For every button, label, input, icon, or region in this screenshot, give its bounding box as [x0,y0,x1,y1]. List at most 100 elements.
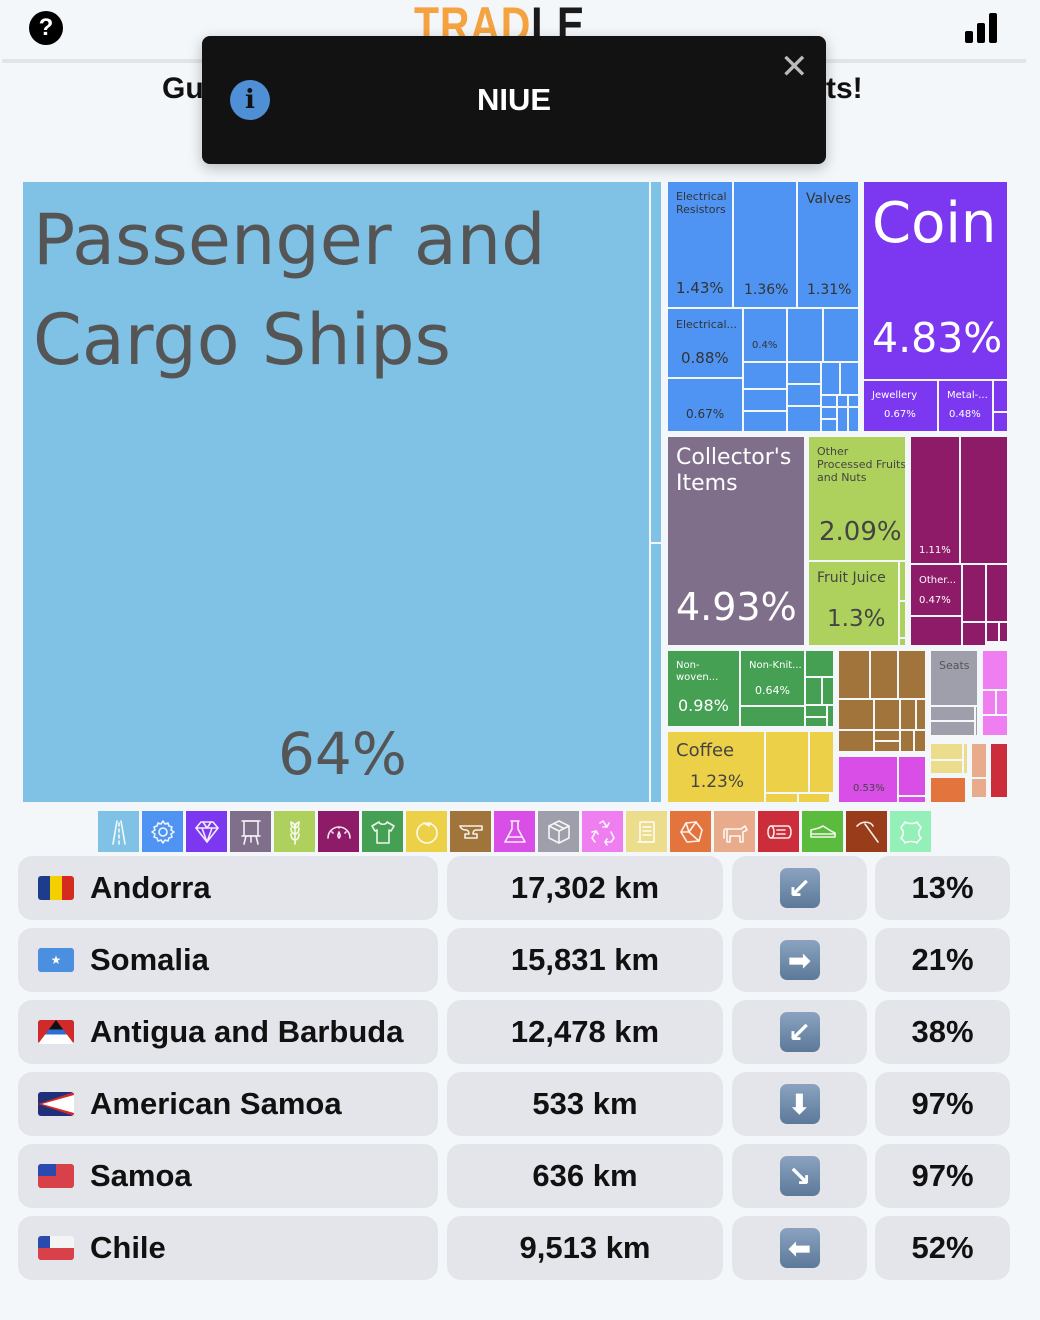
tile-machine[interactable] [837,395,848,407]
tile-metal-product[interactable] [838,699,874,730]
tile-instrument[interactable] [962,622,986,646]
tile-machine[interactable] [787,308,823,362]
tile-plastic[interactable] [996,690,1008,715]
tile-machine[interactable] [787,384,821,406]
legend-hides[interactable] [890,811,931,852]
tile-precious[interactable] [993,380,1008,412]
legend-animal[interactable] [714,811,755,852]
tile-machine[interactable] [821,362,840,395]
tile-instrument[interactable] [910,616,962,646]
legend-foodstuffs[interactable] [406,811,447,852]
tile-machine[interactable] [837,407,848,432]
tile-textile[interactable] [822,677,834,705]
tile-non-knit[interactable]: Non-Knit... 0.64% [740,650,805,706]
tile-machine[interactable] [787,362,821,384]
tile-metal-product[interactable] [870,650,898,699]
tile-textile[interactable] [827,705,834,727]
tile-machine[interactable] [821,395,837,407]
tile-metal-product[interactable] [916,699,926,730]
tile-valves[interactable]: Valves 1.31% [797,181,859,308]
tile-transport-small[interactable] [650,543,662,803]
tile-machine[interactable]: 0.67% [667,378,743,432]
tile-paper[interactable] [930,743,963,760]
legend-instruments[interactable] [318,811,359,852]
tile-textile[interactable] [805,677,822,705]
tile-vegetable[interactable] [899,561,906,601]
tile-metal-product[interactable] [914,730,926,752]
legend-footwear[interactable] [802,811,843,852]
tile-machine[interactable] [821,407,837,419]
tile-chemical[interactable]: 0.53% [838,756,898,803]
tile-foodstuff[interactable] [765,731,809,793]
legend-precious[interactable] [186,811,227,852]
tile-other-processed-fruits[interactable]: Other Processed Fruits and Nuts 2.09% [808,436,906,561]
legend-vegetable[interactable] [274,811,315,852]
legend-arts[interactable] [230,811,271,852]
tile-metal-product[interactable] [898,650,926,699]
tile-machine[interactable] [787,406,821,432]
tile-non-woven[interactable]: Non-woven... 0.98% [667,650,740,727]
tile-coffee[interactable]: Coffee 1.23% [667,731,765,803]
tile-paper[interactable] [930,760,963,774]
tile-animal[interactable] [971,778,987,798]
legend-plastics[interactable] [582,811,623,852]
tile-machine[interactable]: 0.4% [743,308,787,362]
tile-machine[interactable] [743,389,787,411]
tile-metal-product[interactable] [838,650,870,699]
tile-instrument[interactable] [999,622,1008,642]
tile-foodstuff[interactable] [809,731,834,793]
tile-machine[interactable]: 1.36% [733,181,797,308]
tile-metal-product[interactable] [838,730,874,752]
tile-animal[interactable] [971,743,987,778]
tile-machine[interactable] [848,407,859,432]
tile-metal-product[interactable] [900,699,916,730]
tile-misc[interactable] [975,706,978,736]
tile-passenger-cargo-ships[interactable]: Passenger and Cargo Ships 64% [22,181,650,803]
tile-machine[interactable] [743,411,787,432]
tile-metal-product[interactable] [874,741,900,752]
tile-wood[interactable] [990,743,1008,798]
tile-metal-product[interactable] [874,699,900,730]
tile-foodstuff[interactable] [798,793,830,803]
tile-jewellery[interactable]: Jewellery 0.67% [863,380,938,432]
tile-plastic[interactable] [982,715,1008,736]
tile-machine[interactable] [840,362,859,395]
tile-textile[interactable] [805,705,827,717]
tile-precious[interactable] [993,412,1008,432]
tile-metal[interactable]: Metal-... 0.48% [938,380,993,432]
tile-textile[interactable] [740,706,805,727]
tile-foodstuff[interactable] [765,793,798,803]
tile-metal-product[interactable] [900,730,914,752]
tile-coin[interactable]: Coin 4.83% [863,181,1008,380]
tile-electrical-resistors[interactable]: Electrical Resistors 1.43% [667,181,733,308]
tile-vegetable[interactable] [899,601,906,638]
tile-collectors-items[interactable]: Collector's Items 4.93% [667,436,805,646]
legend-transport[interactable] [98,811,139,852]
help-icon[interactable]: ? [29,11,63,45]
tile-machine[interactable] [823,308,859,362]
close-icon[interactable]: ✕ [780,48,809,86]
tile-other-instruments[interactable]: Other... 0.47% [910,564,962,616]
legend-textiles[interactable] [362,811,403,852]
tile-electrical[interactable]: Electrical... 0.88% [667,308,743,378]
legend-stone[interactable] [670,811,711,852]
tile-chemical[interactable] [898,756,926,796]
tile-machine[interactable] [821,419,837,432]
legend-wood[interactable] [758,811,799,852]
legend-metals[interactable] [450,811,491,852]
legend-misc[interactable] [538,811,579,852]
tile-metal-product[interactable] [874,730,900,741]
tile-chemical[interactable] [898,796,926,803]
tile-machine[interactable] [848,395,859,407]
legend-paper[interactable] [626,811,667,852]
tile-fruit-juice[interactable]: Fruit Juice 1.3% [808,561,899,646]
tile-plastic[interactable] [982,650,1008,690]
tile-instrument[interactable]: 1.11% [910,436,960,564]
legend-chemicals[interactable] [494,811,535,852]
tile-instrument[interactable] [986,564,1008,622]
tile-paper[interactable] [963,743,968,774]
tile-misc[interactable] [930,706,975,721]
tile-textile[interactable] [805,650,834,677]
tile-textile[interactable] [805,717,827,727]
tile-misc[interactable] [930,721,975,736]
